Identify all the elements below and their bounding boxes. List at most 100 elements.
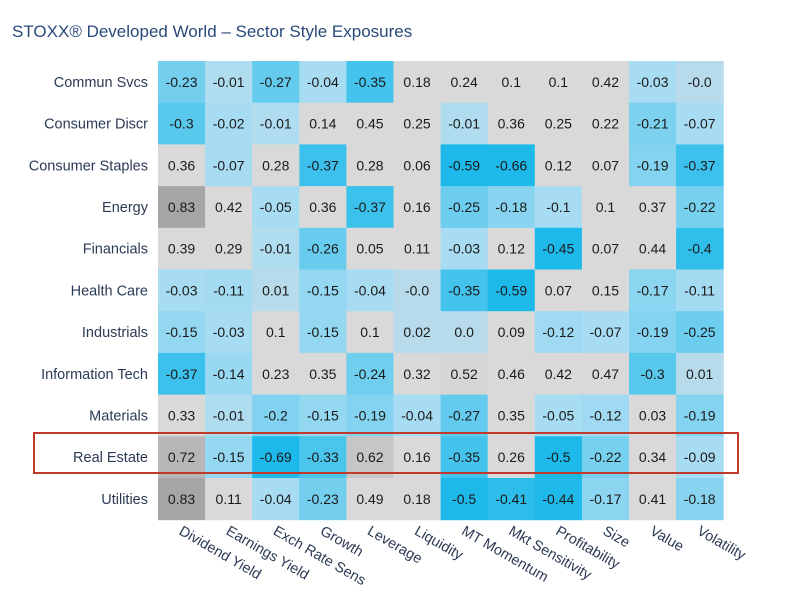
heatmap-cell xyxy=(440,186,489,229)
heatmap-cell xyxy=(487,394,536,437)
heatmap-cell xyxy=(629,144,677,187)
cell-value-label: 0.49 xyxy=(356,491,383,507)
cell-value-label: -0.04 xyxy=(260,491,292,507)
heatmap-cell xyxy=(346,394,394,437)
cell-value-label: 0.09 xyxy=(498,324,525,340)
heatmap-cell xyxy=(487,144,536,187)
cell-value-label: -0.44 xyxy=(542,491,574,507)
heatmap-cells: -0.23 -0.01 -0.27 -0.04 -0.35 0.18 0.24 0.1 0.1 0… xyxy=(158,61,724,521)
cell-value-label: -0.3 xyxy=(169,116,193,132)
heatmap-cell xyxy=(676,269,724,312)
cell-value-label: -0.15 xyxy=(307,324,339,340)
column-label: Volatility xyxy=(694,523,749,564)
cell-value-label: 0.16 xyxy=(403,199,430,215)
cell-value-label: 0.35 xyxy=(309,366,336,382)
heatmap-cell xyxy=(158,227,206,270)
heatmap-cell xyxy=(158,186,206,229)
heatmap-cell xyxy=(487,186,536,229)
cell-value-label: -0.11 xyxy=(684,282,715,298)
row-label: Health Care xyxy=(71,283,148,299)
cell-value-label: 0.1 xyxy=(596,199,616,215)
cell-value-label: 0.37 xyxy=(639,199,666,215)
cell-value-label: -0.09 xyxy=(684,449,716,465)
cell-value-label: -0.33 xyxy=(307,449,339,465)
heatmap-cell xyxy=(299,227,347,270)
cell-value-label: 0.39 xyxy=(168,241,195,257)
cell-value-label: -0.05 xyxy=(542,407,574,423)
heatmap-cell xyxy=(676,61,724,104)
cell-value-label: 0.22 xyxy=(592,116,619,132)
heatmap-cell xyxy=(629,436,677,479)
heatmap-cell xyxy=(205,227,253,270)
cell-value-label: -0.03 xyxy=(213,324,245,340)
heatmap-cell xyxy=(252,436,300,479)
cell-value-label: -0.01 xyxy=(213,407,245,423)
heatmap-cell xyxy=(205,269,253,312)
cell-value-label: 0.11 xyxy=(216,491,242,507)
cell-value-label: -0.0 xyxy=(405,282,429,298)
heatmap-cell xyxy=(299,478,347,521)
row-label: Utilities xyxy=(101,492,148,508)
heatmap-cell xyxy=(299,186,347,229)
cell-value-label: 0.1 xyxy=(502,74,522,90)
cell-value-label: -0.0 xyxy=(688,74,712,90)
cell-value-label: -0.12 xyxy=(542,324,574,340)
cell-value-label: 0.15 xyxy=(592,282,619,298)
heatmap-cell xyxy=(581,394,630,437)
cell-value-label: 0.52 xyxy=(451,366,478,382)
heatmap-cell xyxy=(252,61,300,104)
cell-value-label: -0.07 xyxy=(213,157,245,173)
cell-value-label: 0.1 xyxy=(360,324,380,340)
cell-value-label: 0.24 xyxy=(451,74,478,90)
heatmap-cell xyxy=(205,352,253,396)
heatmap-cell xyxy=(299,102,347,145)
heatmap-cell xyxy=(158,478,206,521)
cell-value-label: -0.02 xyxy=(213,116,245,132)
cell-value-label: -0.18 xyxy=(684,491,716,507)
row-label: Commun Svcs xyxy=(54,75,148,91)
heatmap-cell xyxy=(581,61,630,104)
heatmap-cell xyxy=(581,144,630,187)
heatmap-cell xyxy=(205,478,253,521)
cell-value-label: 0.12 xyxy=(545,157,572,173)
heatmap-cell xyxy=(487,269,536,312)
cell-value-label: -0.23 xyxy=(307,491,339,507)
heatmap-cell xyxy=(393,269,442,312)
heatmap-cell xyxy=(629,478,677,521)
cell-value-label: 0.72 xyxy=(168,449,195,465)
heatmap-cell xyxy=(534,394,583,437)
heatmap-cell xyxy=(299,352,347,396)
cell-value-label: 0.02 xyxy=(403,324,430,340)
cell-value-label: -0.03 xyxy=(166,282,198,298)
heatmap-cell xyxy=(534,269,583,312)
heatmap-cell xyxy=(676,436,724,479)
cell-value-label: -0.37 xyxy=(307,157,339,173)
heatmap-cell xyxy=(158,394,206,437)
cell-value-label: 0.07 xyxy=(592,157,619,173)
heatmap-cell xyxy=(487,311,536,354)
heatmap-cell xyxy=(252,186,300,229)
heatmap-cell xyxy=(205,436,253,479)
heatmap-cell xyxy=(440,144,489,187)
cell-value-label: 0.06 xyxy=(403,157,430,173)
chart-title: STOXX® Developed World – Sector Style Ex… xyxy=(12,22,413,41)
heatmap-cell xyxy=(534,311,583,354)
heatmap-cell xyxy=(299,61,347,104)
heatmap-cell xyxy=(629,352,677,396)
cell-value-label: 0.41 xyxy=(639,491,666,507)
cell-value-label: 0.26 xyxy=(498,449,525,465)
cell-value-label: -0.01 xyxy=(260,241,292,257)
heatmap-cell xyxy=(252,144,300,187)
heatmap-cell xyxy=(346,478,394,521)
heatmap-cell xyxy=(487,227,536,270)
heatmap-cell xyxy=(252,311,300,354)
cell-value-label: -0.01 xyxy=(213,74,245,90)
heatmap-cell xyxy=(205,61,253,104)
heatmap-cell xyxy=(205,102,253,145)
cell-value-label: 0.29 xyxy=(215,241,242,257)
cell-value-label: 0.33 xyxy=(168,407,195,423)
heatmap-cell xyxy=(346,227,394,270)
heatmap-cell xyxy=(158,311,206,354)
cell-value-label: 0.1 xyxy=(549,74,569,90)
